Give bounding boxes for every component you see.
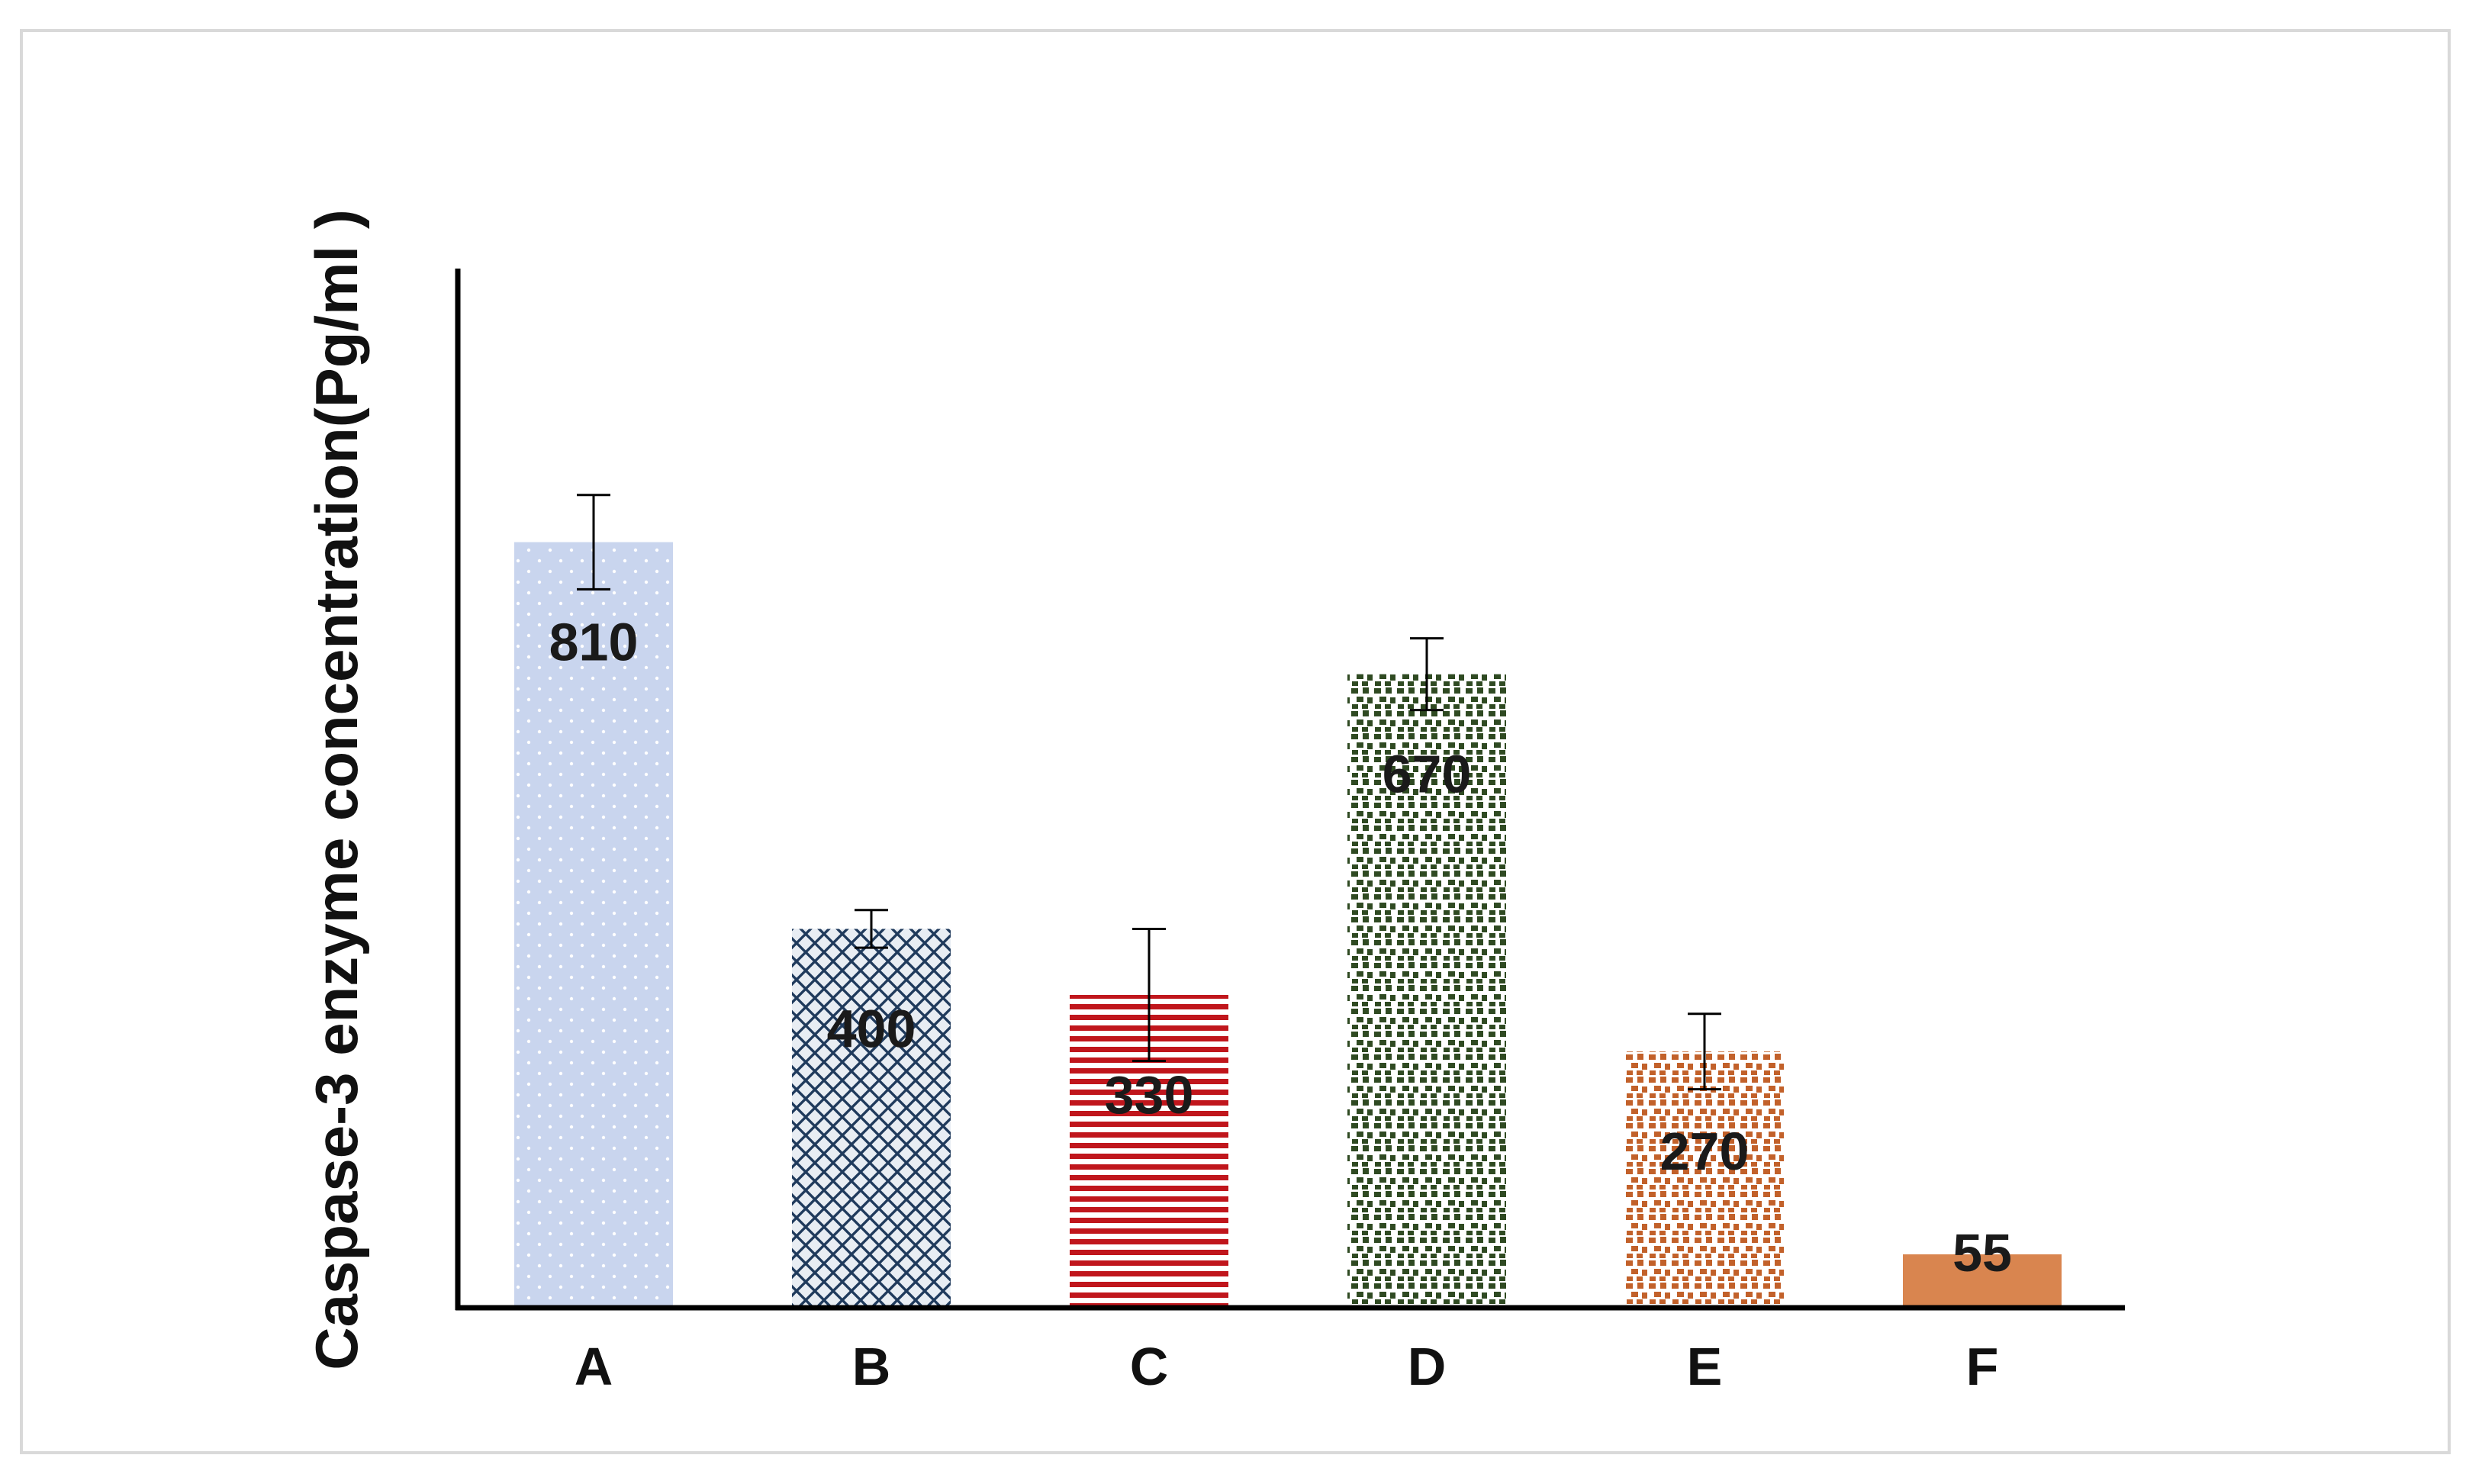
data-label-c: 330 [1105,1065,1194,1125]
data-label-b: 400 [827,999,916,1058]
figure-frame [20,29,2451,1454]
data-label-e: 270 [1660,1122,1750,1181]
x-tick-label-a: A [575,1337,613,1396]
bars-layer [514,542,2062,1306]
error-bar-d [1410,637,1444,712]
x-tick-label-f: F [1966,1337,1999,1396]
data-label-f: 55 [1952,1223,2012,1283]
x-tick-label-e: E [1687,1337,1723,1396]
bar-e [1625,1051,1784,1306]
error-bars-layer [577,494,1721,1091]
bar-f [1903,1254,2062,1306]
error-bar-e [1688,1012,1721,1091]
data-label-a: 810 [549,613,639,672]
error-bar-c [1132,927,1166,1063]
x-tick-labels: A B C D E F [575,1337,1999,1396]
bar-b [792,929,951,1306]
bar-d [1347,674,1506,1306]
x-tick-label-c: C [1130,1337,1169,1396]
error-bar-a [577,494,610,591]
error-bar-b [855,909,888,949]
y-axis-title: Caspase-3 enzyme concentration(Pg/ml ) [303,209,370,1370]
bar-a [514,542,673,1306]
x-tick-label-d: D [1408,1337,1447,1396]
data-labels-layer: 810 400 330 670 270 55 [549,613,2012,1283]
data-label-d: 670 [1383,745,1472,804]
x-tick-label-b: B [852,1337,891,1396]
